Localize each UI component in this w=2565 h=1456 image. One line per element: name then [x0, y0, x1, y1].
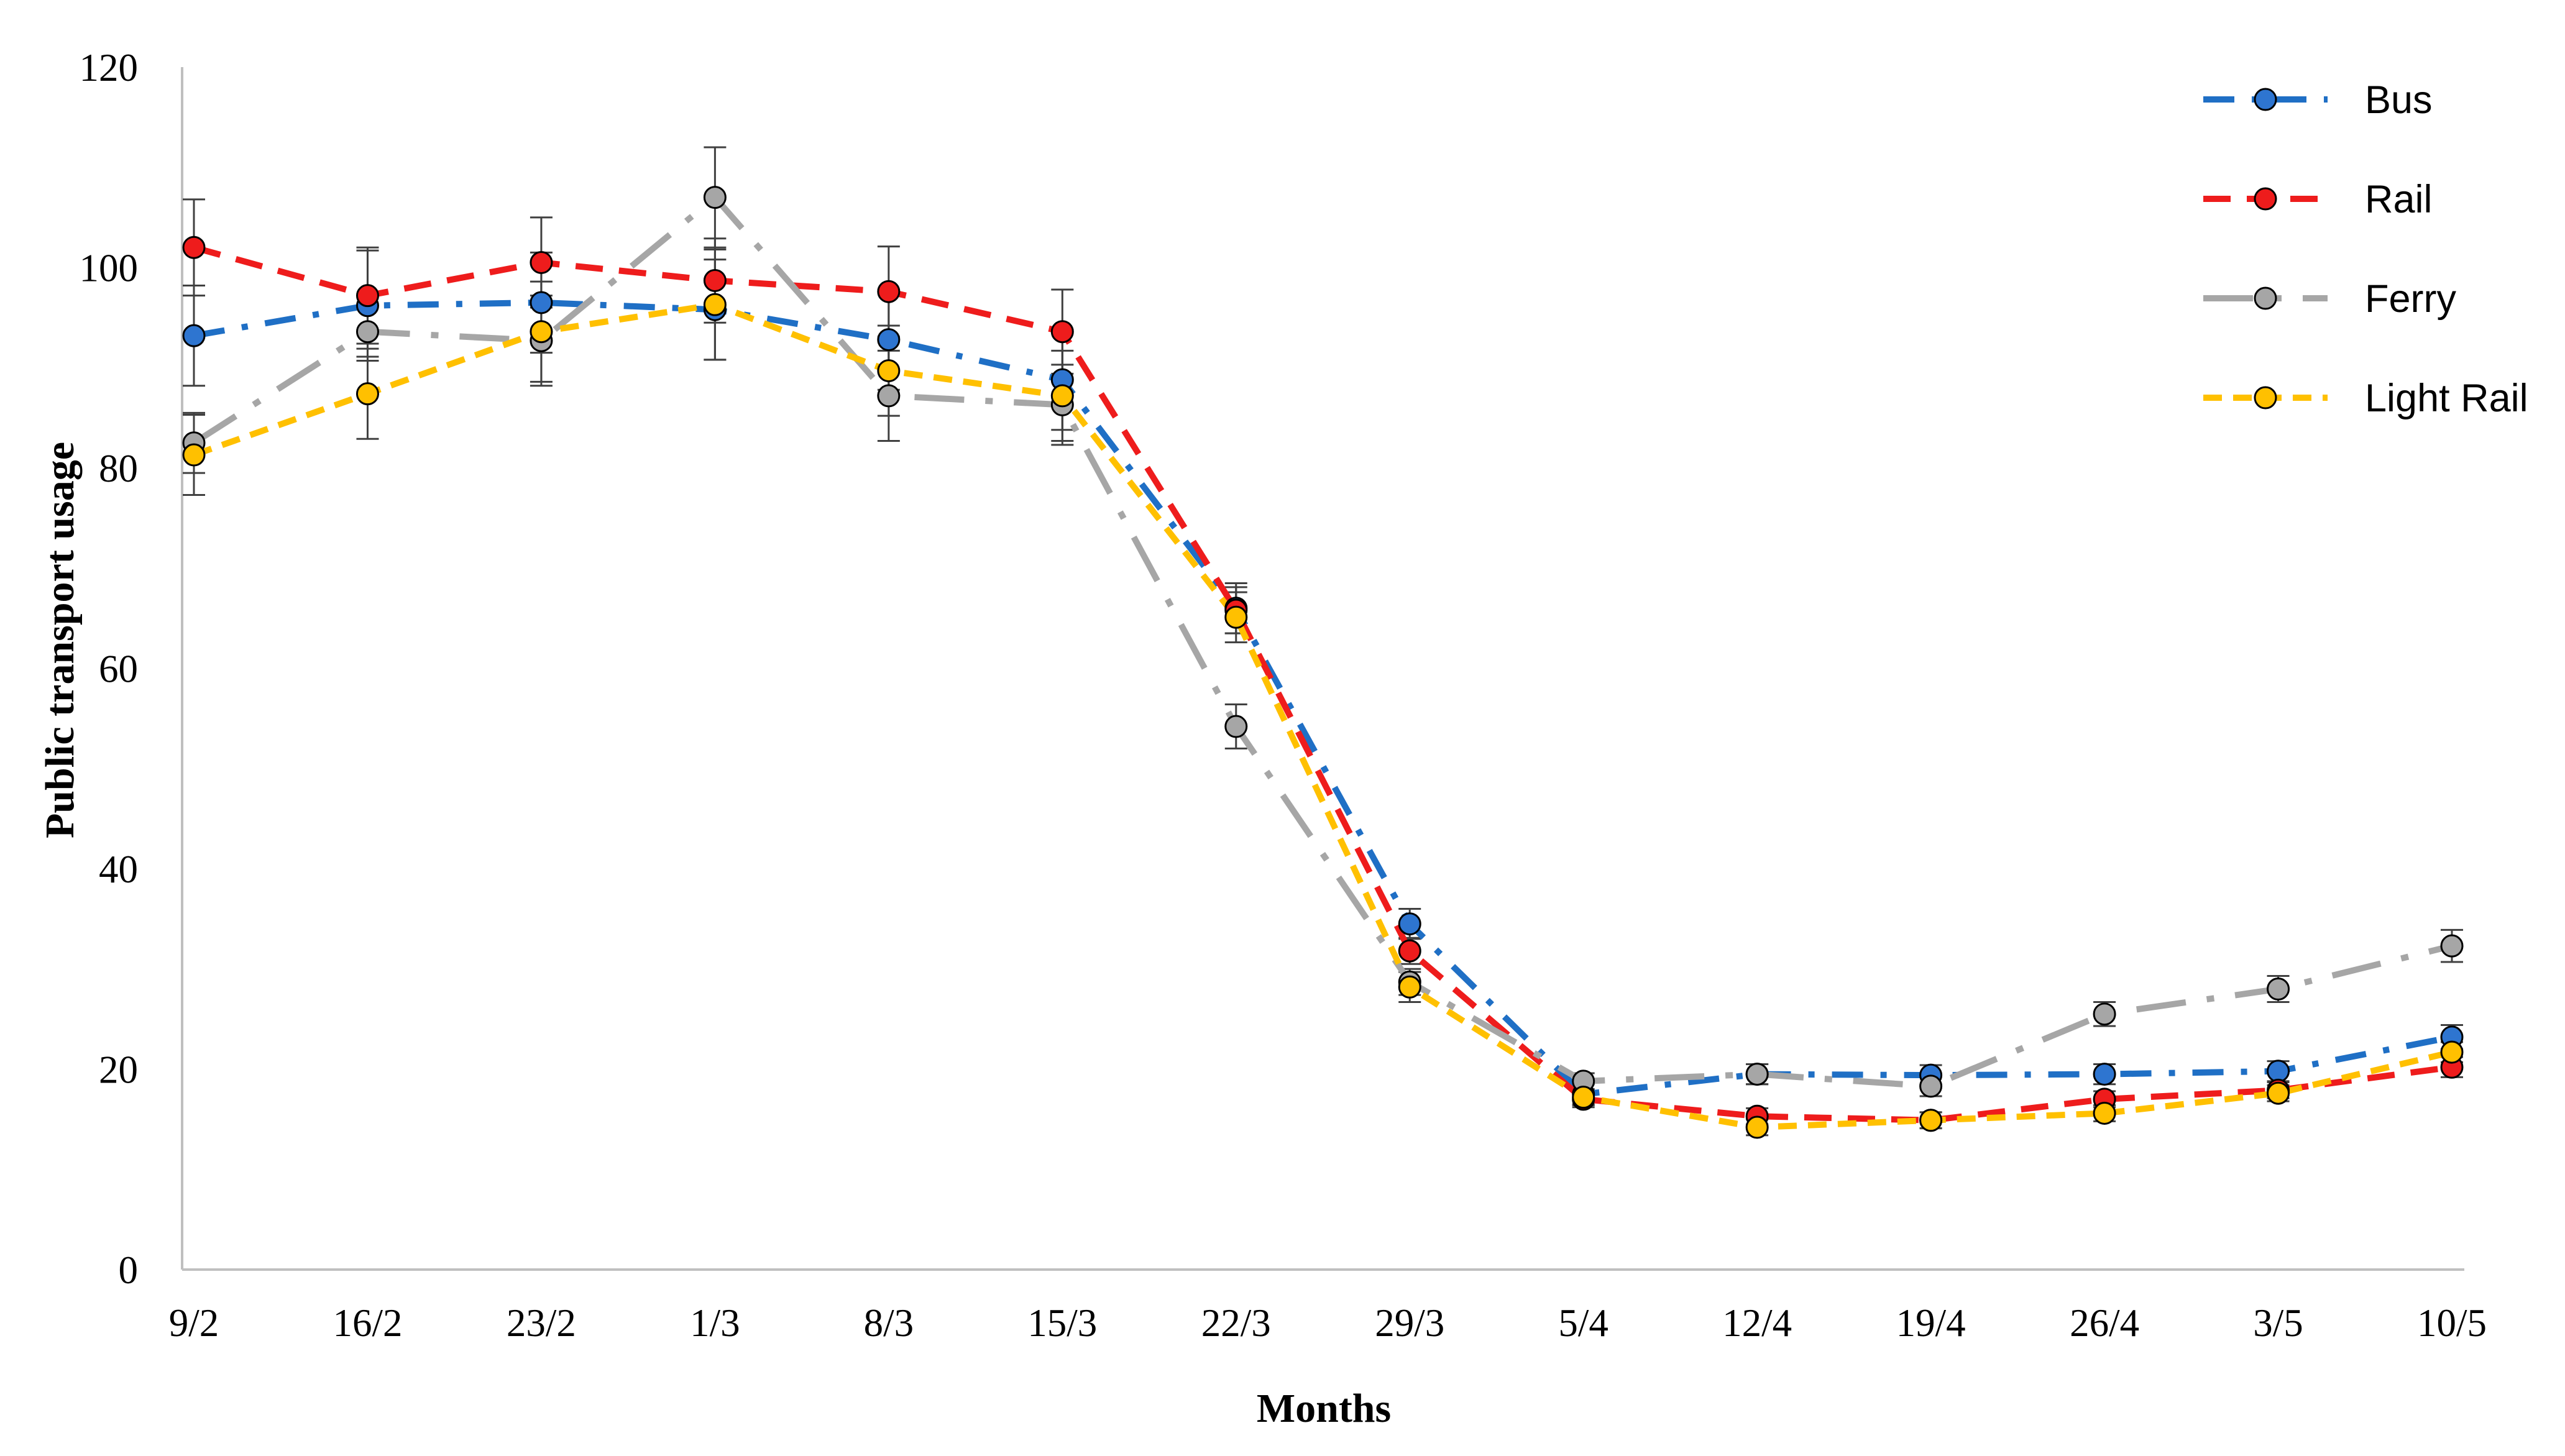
legend-marker-bus — [2254, 88, 2277, 111]
data-point-ferry — [1224, 715, 1248, 738]
axes — [181, 67, 2464, 1271]
legend-label-ferry: Ferry — [2365, 277, 2456, 321]
x-tick-label: 12/4 — [1722, 1301, 1792, 1345]
legend: Bus Rail Ferry Light Rail — [2203, 78, 2528, 420]
series-line-light-rail — [193, 301, 2453, 1131]
error-bars — [183, 146, 2463, 1137]
x-tick-labels: 9/2 16/2 23/2 1/3 8/3 15/3 22/3 29/3 5/4 12/4 19/4… — [169, 1301, 2487, 1345]
legend-item-rail: Rail — [2203, 178, 2433, 221]
data-point-rail — [530, 250, 553, 274]
x-tick-label: 1/3 — [690, 1301, 740, 1345]
legend-marker-ferry — [2254, 286, 2277, 310]
data-point-ferry — [1745, 1063, 1769, 1086]
data-point-light-rail — [1919, 1109, 1943, 1132]
y-axis-title: Public transport usage — [37, 442, 83, 838]
legend-item-bus: Bus — [2203, 78, 2433, 122]
data-point-ferry — [356, 320, 379, 344]
legend-marker-rail — [2254, 187, 2277, 211]
legend-item-ferry: Ferry — [2203, 277, 2456, 321]
data-point-ferry — [703, 186, 727, 209]
x-tick-label: 19/4 — [1896, 1301, 1966, 1345]
x-tick-label: 22/3 — [1201, 1301, 1271, 1345]
data-point-rail — [1398, 939, 1421, 963]
data-point-bus — [2267, 1060, 2290, 1083]
data-point-bus — [182, 324, 206, 347]
y-tick-label: 120 — [80, 46, 139, 89]
x-tick-label: 10/5 — [2417, 1301, 2487, 1345]
data-point-light-rail — [530, 320, 553, 344]
data-point-ferry — [877, 384, 901, 408]
y-tick-label: 60 — [99, 648, 138, 691]
x-tick-label: 29/3 — [1375, 1301, 1444, 1345]
data-point-bus — [1398, 912, 1421, 936]
data-point-ferry — [2440, 934, 2464, 958]
legend-label-light-rail: Light Rail — [2365, 377, 2528, 420]
series-line-bus — [193, 299, 2453, 1097]
data-point-rail — [182, 236, 206, 259]
y-tick-label: 80 — [99, 447, 138, 490]
data-point-light-rail — [2267, 1081, 2290, 1105]
series-lines — [192, 194, 2453, 1131]
y-tick-label: 20 — [99, 1048, 138, 1092]
data-point-light-rail — [703, 293, 727, 316]
x-tick-label: 9/2 — [169, 1301, 219, 1345]
y-tick-label: 100 — [80, 247, 139, 290]
y-tick-label: 0 — [119, 1248, 139, 1292]
data-point-light-rail — [1224, 605, 1248, 629]
data-point-light-rail — [182, 443, 206, 467]
data-point-ferry — [2093, 1002, 2116, 1026]
x-tick-label: 16/2 — [333, 1301, 402, 1345]
data-point-light-rail — [877, 359, 901, 383]
series-line-ferry — [192, 194, 2453, 1089]
x-tick-label: 26/4 — [2070, 1301, 2139, 1345]
data-point-light-rail — [1050, 384, 1074, 408]
data-point-bus — [2093, 1063, 2116, 1086]
y-tick-label: 40 — [99, 848, 138, 891]
legend-marker-light-rail — [2254, 386, 2277, 410]
x-tick-label: 8/3 — [864, 1301, 914, 1345]
data-point-ferry — [1919, 1074, 1943, 1098]
series-group — [182, 146, 2464, 1139]
data-point-light-rail — [1572, 1086, 1595, 1109]
legend-label-bus: Bus — [2365, 78, 2433, 122]
y-tick-labels: 0 20 40 60 80 100 120 — [80, 46, 139, 1292]
data-point-ferry — [2267, 978, 2290, 1000]
x-tick-label: 3/5 — [2253, 1301, 2303, 1345]
data-point-light-rail — [2440, 1040, 2464, 1064]
legend-item-light-rail: Light Rail — [2203, 377, 2528, 420]
data-point-light-rail — [1745, 1115, 1769, 1139]
data-point-light-rail — [2093, 1101, 2116, 1125]
data-point-bus — [530, 291, 553, 314]
data-point-rail — [877, 280, 901, 303]
x-tick-label: 15/3 — [1027, 1301, 1097, 1345]
x-tick-label: 23/2 — [507, 1301, 576, 1345]
series-line-rail — [193, 244, 2453, 1124]
data-point-rail — [1050, 320, 1074, 344]
data-point-rail — [703, 268, 727, 292]
x-axis-title: Months — [1257, 1386, 1391, 1431]
data-point-light-rail — [356, 382, 379, 406]
data-point-rail — [356, 284, 379, 308]
data-point-bus — [877, 328, 901, 352]
data-point-light-rail — [1398, 975, 1421, 999]
x-tick-label: 5/4 — [1558, 1301, 1608, 1345]
series-markers — [182, 186, 2464, 1139]
legend-label-rail: Rail — [2365, 178, 2433, 221]
